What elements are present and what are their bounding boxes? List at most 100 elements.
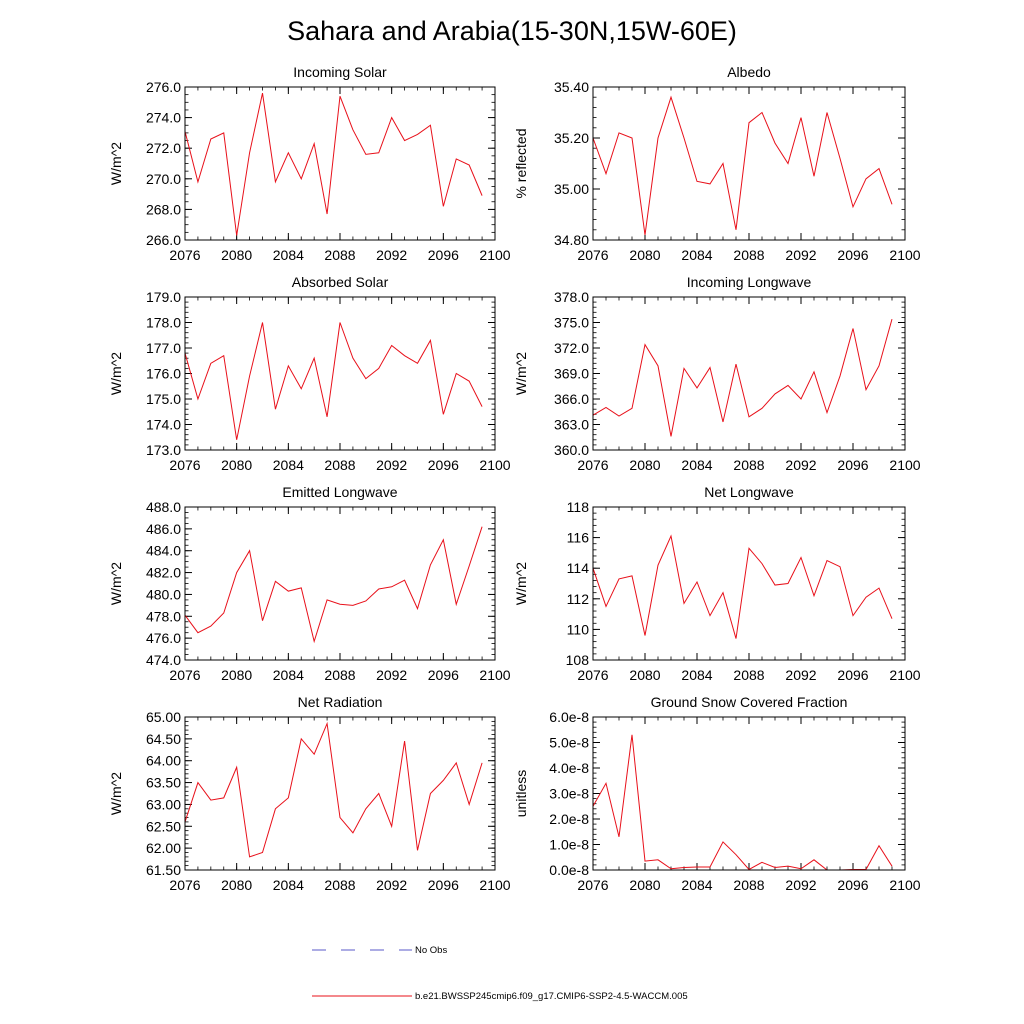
y-tick-label: 63.00 [146,796,181,812]
panel-title: Incoming Longwave [687,274,812,290]
plot-frame [592,716,906,871]
x-tick-label: 2088 [324,457,355,473]
panel-title: Net Longwave [704,484,794,500]
panel-title: Net Radiation [298,694,383,710]
y-axis-label: unitless [513,770,529,817]
panel-title: Emitted Longwave [282,484,397,500]
y-tick-label: 1.0e-8 [549,837,589,853]
x-tick-label: 2088 [733,877,764,893]
y-tick-label: 3.0e-8 [549,786,589,802]
x-tick-label: 2100 [889,877,920,893]
x-tick-label: 2088 [733,247,764,263]
panel-net-longwave: Net Longwave W/m^2 2076 2080 2084 2088 2092 209… [513,484,921,683]
x-tick-label: 2100 [889,457,920,473]
panels: Incoming Solar W/m^2 2076 2080 2084 2088 2092 2… [108,64,921,893]
x-tick-label: 2084 [273,877,304,893]
y-tick-label: 4.0e-8 [549,760,589,776]
plot-frame [184,506,496,661]
y-tick-label: 110 [567,621,590,637]
y-tick-label: 375.0 [554,315,589,331]
x-tick-label: 2092 [785,457,816,473]
x-tick-label: 2080 [629,877,660,893]
panel-emitted-longwave: Emitted Longwave W/m^2 2076 2080 2084 2088 209… [108,484,511,683]
series-line [184,526,483,644]
x-tick-label: 2084 [681,667,712,683]
y-tick-label: 272.0 [146,140,181,156]
x-tick-label: 2088 [324,877,355,893]
x-tick-label: 2096 [837,457,868,473]
legend-no-obs-label: No Obs [415,945,447,956]
y-tick-label: 178.0 [146,315,181,331]
y-axis-label: % reflected [513,128,529,198]
x-tick-label: 2092 [376,247,407,263]
legend-model-label: b.e21.BWSSP245cmip6.f09_g17.CMIP6-SSP2-4… [415,991,688,1002]
x-tick-label: 2092 [376,877,407,893]
x-tick-label: 2084 [273,667,304,683]
y-tick-label: 478.0 [146,608,181,624]
y-tick-label: 62.50 [146,818,181,834]
y-tick-label: 114 [567,560,590,576]
panel-title: Absorbed Solar [292,274,389,290]
x-tick-label: 2096 [837,877,868,893]
x-tick-label: 2084 [681,457,712,473]
y-tick-label: 108 [566,652,590,668]
x-tick-label: 2100 [479,667,510,683]
y-tick-label: 63.50 [146,775,181,791]
y-tick-label: 174.0 [146,417,181,433]
x-tick-label: 2080 [221,877,252,893]
x-tick-label: 2076 [169,667,200,683]
y-axis-label: W/m^2 [513,352,529,395]
y-tick-label: 5.0e-8 [549,735,589,751]
y-axis-label: W/m^2 [108,352,124,395]
x-tick-label: 2080 [221,667,252,683]
y-tick-label: 480.0 [146,586,181,602]
y-tick-label: 474.0 [146,652,181,668]
y-tick-label: 177.0 [146,340,181,356]
x-tick-label: 2096 [837,247,868,263]
x-tick-label: 2076 [577,667,608,683]
x-tick-label: 2084 [273,247,304,263]
x-tick-label: 2092 [785,247,816,263]
y-tick-label: 118 [567,499,590,515]
y-tick-label: 176.0 [146,366,181,382]
y-axis-label: W/m^2 [108,142,124,185]
y-tick-label: 482.0 [146,565,181,581]
x-tick-label: 2096 [428,457,459,473]
y-tick-label: 64.00 [146,753,181,769]
legend: No Obs b.e21.BWSSP245cmip6.f09_g17.CMIP6… [312,945,688,1002]
x-tick-label: 2088 [324,667,355,683]
plot-frame [184,296,496,451]
x-tick-label: 2076 [169,457,200,473]
x-tick-label: 2100 [889,667,920,683]
x-tick-label: 2096 [837,667,868,683]
x-tick-label: 2100 [479,457,510,473]
y-tick-label: 372.0 [554,340,589,356]
x-tick-label: 2088 [733,667,764,683]
y-tick-label: 363.0 [554,417,589,433]
x-tick-label: 2100 [479,877,510,893]
y-axis-label: W/m^2 [108,772,124,815]
y-axis-label: W/m^2 [513,562,529,605]
y-tick-label: 2.0e-8 [549,811,589,827]
x-tick-label: 2084 [681,247,712,263]
x-tick-label: 2096 [428,667,459,683]
series-line [592,95,893,235]
y-tick-label: 112 [567,591,590,607]
y-tick-label: 378.0 [554,289,589,305]
y-tick-label: 266.0 [146,232,181,248]
y-tick-label: 116 [567,530,590,546]
y-tick-label: 64.50 [146,731,181,747]
y-tick-label: 488.0 [146,499,181,515]
x-tick-label: 2096 [428,877,459,893]
series-line [184,93,483,236]
x-tick-label: 2100 [889,247,920,263]
x-tick-label: 2096 [428,247,459,263]
x-tick-label: 2084 [681,877,712,893]
plot-frame [184,716,496,871]
panel-title: Incoming Solar [293,64,387,80]
x-tick-label: 2100 [479,247,510,263]
y-tick-label: 369.0 [554,366,589,382]
panel-incoming-longwave: Incoming Longwave W/m^2 2076 2080 2084 2088 20… [513,274,921,473]
panel-net-radiation: Net Radiation W/m^2 2076 2080 2084 2088 2092 20… [108,694,511,893]
